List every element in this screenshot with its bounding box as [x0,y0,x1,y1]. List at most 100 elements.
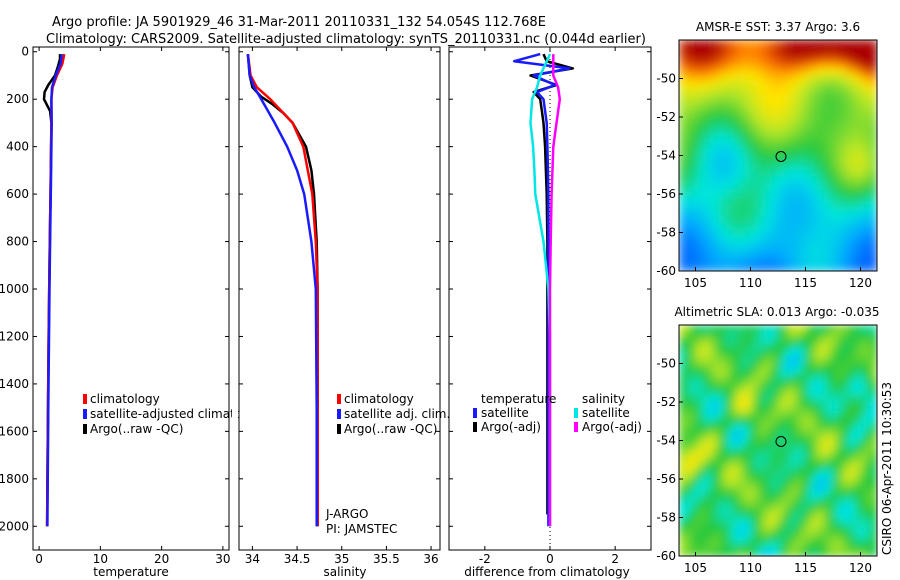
heatmap-cell [836,382,843,390]
heatmap-cell [698,169,706,177]
heatmap-cell [801,521,808,528]
heatmap-cell [684,405,692,413]
heatmap-cell [853,486,861,494]
heatmap-cell [807,359,814,367]
heatmap-cell [690,394,698,401]
heatmap-cell [771,80,779,89]
heatmap-cell [859,428,866,436]
heatmap-cell [795,515,802,522]
heatmap-cell [679,463,686,470]
heatmap-cell [685,250,693,259]
heatmap-cell [847,492,855,499]
heatmap-cell [842,498,849,505]
heatmap-cell [783,521,791,528]
heatmap-cell [708,509,715,517]
heatmap-cell [784,209,792,218]
heatmap-cell [771,264,779,271]
heatmap-cell [690,411,698,419]
heatmap-cell [748,434,756,442]
heatmap-cell [824,342,832,349]
heatmap-cell [731,515,738,522]
x-tick-label: 20 [154,552,169,566]
heatmap-cell [708,342,715,349]
heatmap-cell [804,40,812,48]
heatmap-cell [859,452,866,459]
heatmap-cell [870,223,877,231]
heatmap-cell [708,405,715,413]
heatmap-cell [771,128,779,136]
heatmap-cell [804,209,812,218]
heatmap-cell [801,371,808,378]
heatmap-cell [801,365,808,372]
heatmap-cell [824,223,832,231]
heatmap-cell [760,359,767,367]
heatmap-cell [795,405,802,413]
heatmap-cell [758,128,766,136]
heatmap-cell [702,509,709,517]
heatmap-cell [842,544,849,551]
heatmap-cell [725,250,733,259]
heatmap-cell [738,189,746,197]
heatmap-cell [679,457,686,465]
heatmap-cell [863,53,871,61]
heatmap-cell [824,169,832,177]
heatmap-cell [824,67,832,75]
heatmap-cell [871,434,877,442]
heatmap-cell [811,243,819,252]
heatmap-cell [824,101,832,109]
legend-swatch-black [337,424,341,434]
heatmap-cell [679,376,686,384]
heatmap-cell [857,67,865,75]
heatmap-cell [783,434,791,442]
heatmap-cell [751,162,759,170]
heatmap-cell [863,94,871,102]
heatmap-cell [871,440,877,447]
heatmap-cell [690,405,698,413]
legend-label-sal-satellite: satellite [582,406,630,420]
heatmap-cell [811,128,819,136]
heatmap-cell [842,382,849,390]
heatmap-cell [857,114,865,123]
heatmap-cell [870,155,877,163]
heatmap-cell [712,94,720,102]
heatmap-cell [731,336,738,343]
heatmap-cell [679,417,686,424]
heatmap-cell [719,509,727,517]
heatmap-cell [824,544,832,551]
heatmap-cell [789,423,797,430]
heatmap-cell [758,257,766,265]
heatmap-cell [679,264,687,271]
heatmap-cell [850,121,858,129]
heatmap-cell [772,498,779,505]
heatmap-cell [807,469,814,476]
heatmap-cell [708,515,715,522]
heatmap-cell [778,182,786,191]
heatmap-cell [812,521,820,528]
heatmap-cell [842,325,849,332]
heatmap-cell [713,388,721,395]
heatmap-cell [772,492,779,499]
heatmap-cell [684,325,692,332]
heatmap-cell [824,457,832,465]
heatmap-cell [778,394,785,401]
heatmap-cell [698,223,706,231]
heatmap-cell [772,521,779,528]
heatmap-cell [760,371,767,378]
heatmap-cell [871,371,877,378]
heatmap-cell [812,544,820,551]
heatmap-cell [830,463,837,470]
map-x-tick-label: 105 [684,561,707,575]
heatmap-cell [797,46,805,55]
heatmap-cell [760,532,767,540]
heatmap-cell [708,527,715,534]
heatmap-cell [797,230,805,238]
heatmap-cell [817,53,825,61]
heatmap-cell [745,182,753,191]
heatmap-cell [712,73,720,82]
heatmap-cell [690,463,698,470]
heatmap-cell [830,336,837,343]
heatmap-cell [713,325,721,332]
salinity-legend: climatology satellite adj. clim. Argo(..… [337,392,450,436]
heatmap-cell [865,544,872,551]
heatmap-cell [778,359,785,367]
